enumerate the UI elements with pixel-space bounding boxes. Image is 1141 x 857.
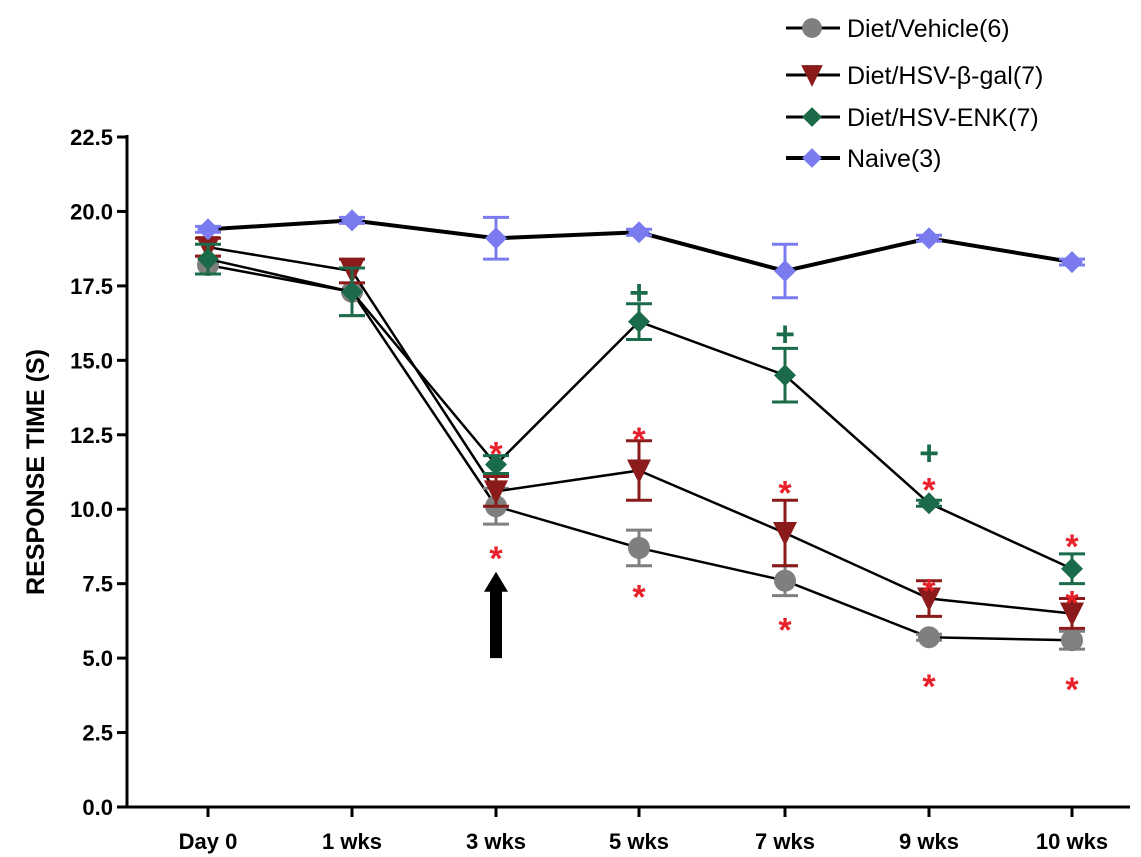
x-tick-label: Day 0 xyxy=(179,829,238,854)
legend-item: Naive(3) xyxy=(786,145,941,173)
data-point xyxy=(918,492,940,515)
legend-marker xyxy=(802,18,822,38)
significance-asterisk: * xyxy=(489,436,503,474)
legend-label: Diet/Vehicle(6) xyxy=(847,15,1010,43)
series-layer xyxy=(195,209,1085,652)
arrow-shaft xyxy=(490,589,502,659)
significance-asterisk: * xyxy=(778,474,792,512)
legend-marker xyxy=(802,107,822,127)
legend-label: Naive(3) xyxy=(847,145,941,173)
x-tick-label: 7 wks xyxy=(755,829,815,854)
series-2 xyxy=(195,242,1085,586)
data-point xyxy=(485,227,507,250)
data-point xyxy=(628,310,650,333)
x-tick-label: 10 wks xyxy=(1036,829,1108,854)
significance-asterisk: * xyxy=(632,421,646,459)
significance-asterisk: * xyxy=(922,471,936,509)
series-3 xyxy=(195,209,1085,300)
data-point xyxy=(197,218,219,241)
y-tick-label: 15.0 xyxy=(70,348,113,373)
data-point xyxy=(628,536,650,559)
y-tick-label: 12.5 xyxy=(70,423,113,448)
data-point xyxy=(918,626,940,649)
y-tick-label: 2.5 xyxy=(82,721,113,746)
arrow-head xyxy=(484,571,508,592)
data-point xyxy=(1061,557,1083,580)
data-point xyxy=(774,260,796,282)
significance-asterisk: * xyxy=(1065,528,1079,566)
y-tick-label: 10.0 xyxy=(70,497,113,522)
significance-plus: + xyxy=(919,435,939,473)
significance-plus: + xyxy=(775,316,795,354)
data-point xyxy=(773,522,797,547)
data-point xyxy=(1061,251,1083,274)
data-point xyxy=(197,248,219,271)
axes: 0.0 2.5 5.0 7.5 10.0 12.5 15.0 17.5 20.0 22.5 Day … xyxy=(22,125,1130,854)
legend-label: Diet/HSV-ENK(7) xyxy=(847,104,1039,132)
data-point xyxy=(485,453,507,476)
legend-item: Diet/HSV-β-gal(7) xyxy=(786,62,1043,90)
annotation-layer: ************+++ xyxy=(484,274,1079,709)
data-point xyxy=(628,221,650,244)
significance-asterisk: * xyxy=(632,579,646,617)
y-tick-label: 5.0 xyxy=(82,646,113,671)
significance-asterisk: * xyxy=(922,573,936,611)
significance-asterisk: * xyxy=(489,540,503,578)
data-point xyxy=(917,587,941,612)
legend-marker xyxy=(802,148,822,168)
x-tick-label: 3 wks xyxy=(466,829,526,854)
data-point xyxy=(341,280,363,303)
legend-item: Diet/HSV-ENK(7) xyxy=(786,104,1039,132)
significance-asterisk: * xyxy=(1065,585,1079,623)
legend: Diet/Vehicle(6) Diet/HSV-β-gal(7) Diet/HSV… xyxy=(786,15,1043,173)
data-point xyxy=(484,480,508,505)
significance-asterisk: * xyxy=(778,611,792,649)
significance-asterisk: * xyxy=(922,668,936,706)
x-tick-label: 1 wks xyxy=(322,829,382,854)
legend-label: Diet/HSV-β-gal(7) xyxy=(847,62,1043,90)
significance-plus: + xyxy=(629,274,649,312)
data-point xyxy=(1060,602,1084,627)
legend-item: Diet/Vehicle(6) xyxy=(786,15,1010,43)
significance-asterisk: * xyxy=(1065,671,1079,709)
legend-marker xyxy=(801,65,823,87)
data-point xyxy=(627,459,651,484)
y-tick-label: 20.0 xyxy=(70,199,113,224)
y-tick-label: 0.0 xyxy=(82,795,113,820)
data-point xyxy=(341,209,363,232)
x-tick-label: 5 wks xyxy=(609,829,669,854)
data-point xyxy=(1061,629,1083,652)
x-tick-label: 9 wks xyxy=(899,829,959,854)
y-tick-label: 17.5 xyxy=(70,274,113,299)
y-axis-title: RESPONSE TIME (S) xyxy=(22,349,50,595)
y-tick-label: 22.5 xyxy=(70,125,113,150)
data-point xyxy=(918,227,940,250)
data-point xyxy=(774,569,796,592)
data-point xyxy=(774,364,796,387)
y-tick-label: 7.5 xyxy=(82,572,113,597)
